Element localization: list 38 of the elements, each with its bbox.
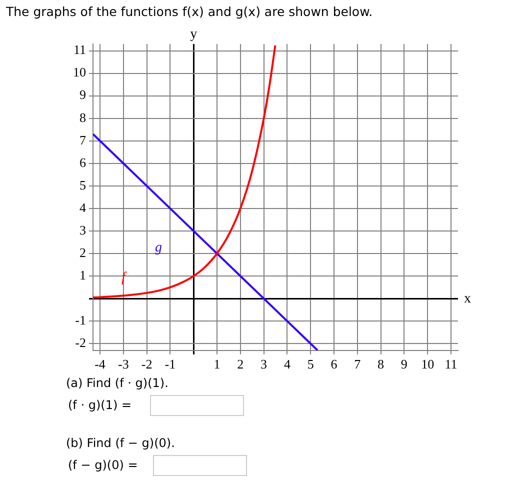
x-tick-label: -1 (164, 356, 176, 372)
x-tick-label: 11 (444, 356, 458, 372)
y-tick-label: -2 (75, 335, 86, 350)
text: (a) Find (f · g)(1). (66, 376, 168, 390)
text: (f − g)(0) = (68, 458, 138, 472)
text: g (155, 240, 162, 256)
y-tick-label: 3 (80, 222, 86, 238)
x-tick-label: -4 (94, 356, 106, 372)
y-tick-label: -1 (75, 312, 86, 328)
y-tick-label: 6 (80, 154, 86, 170)
line-series (93, 44, 276, 298)
series-label: f (121, 270, 128, 286)
y-tick-label: 2 (80, 244, 86, 260)
x-tick-label: -2 (141, 356, 152, 372)
x-axis-title: x (464, 292, 471, 307)
x-tick-label: -3 (118, 356, 129, 372)
y-tick-label: 10 (73, 64, 86, 80)
y-tick-label: 8 (80, 110, 86, 125)
y-tick-label: 5 (80, 177, 86, 192)
x-tick-label: 3 (260, 356, 268, 372)
x-tick-label: 2 (237, 356, 244, 372)
chart-title: The graphs of the functions f(x) and g(x) are shown below. (6, 4, 373, 19)
x-tick-label: 9 (400, 356, 408, 372)
x-tick-label: 5 (307, 356, 314, 372)
x-tick-label: 8 (378, 356, 384, 372)
x-tick-label: 6 (330, 356, 338, 372)
x-tick-label: 7 (354, 356, 362, 372)
x-tick-label: 1 (214, 356, 220, 372)
text: (f · g)(1) = (68, 398, 132, 412)
x-tick-label: 4 (284, 356, 291, 372)
y-tick-label: 9 (80, 87, 86, 102)
y-tick-label: 1 (80, 267, 86, 282)
y-tick-label: 11 (73, 42, 86, 58)
x-tick-label: 10 (421, 356, 434, 372)
y-axis-title: y (190, 27, 198, 42)
y-tick-label: 4 (80, 200, 86, 215)
y-tick-label: 7 (80, 132, 86, 148)
text: (b) Find (f − g)(0). (66, 436, 175, 450)
